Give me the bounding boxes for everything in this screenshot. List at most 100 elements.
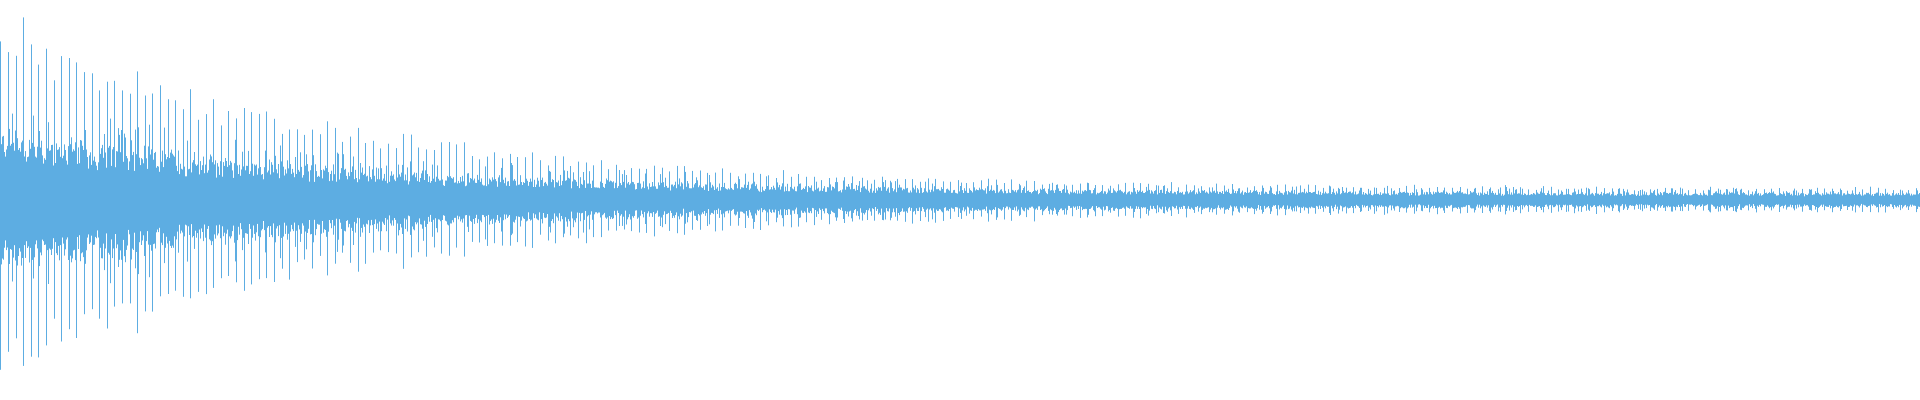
waveform-bar — [262, 174, 263, 229]
waveform-bar — [1585, 193, 1586, 206]
waveform-bar — [1053, 190, 1054, 211]
waveform-bar — [735, 182, 736, 216]
waveform-bar — [16, 55, 17, 339]
waveform-bar — [702, 188, 703, 213]
waveform-bar — [1601, 191, 1602, 208]
waveform-bar — [1887, 192, 1888, 208]
waveform-bar — [1820, 194, 1821, 206]
waveform-bar — [1322, 193, 1323, 208]
waveform-bar — [1709, 190, 1710, 212]
waveform-bar — [1649, 194, 1650, 205]
waveform-bar — [275, 155, 276, 243]
waveform-bar — [490, 179, 491, 221]
waveform-bar — [1207, 192, 1208, 208]
waveform-bar — [1764, 189, 1765, 211]
waveform-bar — [6, 149, 7, 251]
waveform-bar — [1582, 192, 1583, 208]
waveform-bar — [1527, 194, 1528, 207]
waveform-bar — [890, 180, 891, 221]
waveform-bar — [551, 182, 552, 221]
waveform-bar — [14, 150, 15, 246]
waveform-bar — [1037, 189, 1038, 210]
waveform-bar — [543, 186, 544, 213]
waveform-bar — [1644, 191, 1645, 209]
waveform-bar — [1561, 190, 1562, 211]
waveform-bar — [8, 52, 9, 352]
waveform-bar — [1290, 192, 1291, 207]
waveform-bar — [1423, 194, 1424, 206]
waveform-bar — [1711, 195, 1712, 205]
waveform-bar — [1823, 194, 1824, 205]
waveform-bar — [611, 181, 612, 218]
waveform-bar — [1183, 194, 1184, 206]
waveform-bar — [124, 133, 125, 257]
waveform-bar — [1148, 183, 1149, 216]
waveform-bar — [1734, 193, 1735, 206]
waveform-bar — [1756, 188, 1757, 213]
waveform-bar — [1249, 192, 1250, 209]
waveform-bar — [512, 165, 513, 234]
waveform-bar — [266, 111, 267, 279]
waveform-bar — [1496, 194, 1497, 206]
waveform-bar — [661, 182, 662, 218]
waveform-bar — [86, 149, 87, 251]
waveform-bar — [539, 186, 540, 213]
waveform-bar — [885, 180, 886, 220]
waveform-bar — [301, 166, 302, 234]
waveform-bar — [599, 188, 600, 213]
waveform-bar — [1117, 190, 1118, 209]
waveform-bar — [1749, 195, 1750, 205]
waveform-bar — [101, 148, 102, 259]
waveform-bar — [360, 163, 361, 237]
waveform-bar — [1810, 189, 1811, 210]
waveform-bar — [961, 182, 962, 219]
waveform-bar — [99, 90, 100, 319]
waveform-bar — [30, 148, 31, 248]
waveform-bar — [1032, 192, 1033, 207]
waveform-bar — [1812, 195, 1813, 205]
waveform-bar — [1226, 190, 1227, 210]
waveform-bar — [1677, 193, 1678, 208]
waveform-bar — [1198, 188, 1199, 212]
waveform-bar — [715, 172, 716, 232]
waveform-bar — [1489, 189, 1490, 212]
waveform-bar — [930, 192, 931, 209]
waveform-bar — [1827, 193, 1828, 207]
waveform-bar — [134, 170, 135, 233]
waveform-bar — [110, 118, 111, 284]
waveform-bar — [607, 180, 608, 218]
waveform-bar — [1159, 192, 1160, 208]
waveform-bar — [947, 188, 948, 211]
waveform-bar — [1009, 192, 1010, 208]
waveform-bar — [456, 144, 457, 248]
waveform-bar — [1158, 185, 1159, 213]
waveform-bar — [1100, 192, 1101, 209]
waveform-bar — [466, 185, 467, 215]
waveform-bar — [894, 189, 895, 213]
waveform-bar — [200, 161, 201, 239]
waveform-bar — [596, 187, 597, 213]
waveform-bar — [342, 141, 343, 253]
waveform-bar — [1464, 193, 1465, 207]
waveform-bar — [1667, 193, 1668, 208]
waveform-bar — [704, 189, 705, 211]
waveform-bar — [1674, 191, 1675, 207]
waveform-bar — [1705, 194, 1706, 206]
waveform-bar — [399, 174, 400, 231]
waveform-bar — [1306, 191, 1307, 208]
waveform-bar — [808, 186, 809, 213]
waveform-bar — [644, 188, 645, 212]
waveform-bar — [931, 189, 932, 211]
waveform-bar — [329, 181, 330, 220]
waveform-bar — [1914, 194, 1915, 206]
waveform-bar — [470, 178, 471, 221]
waveform-bar — [1490, 187, 1491, 213]
waveform-bar — [1103, 193, 1104, 207]
waveform-bar — [314, 181, 315, 220]
waveform-bar — [1396, 193, 1397, 207]
waveform-bar — [788, 191, 789, 210]
waveform-bar — [1713, 193, 1714, 207]
waveform-bar — [1252, 192, 1253, 209]
waveform-bar — [24, 156, 25, 246]
